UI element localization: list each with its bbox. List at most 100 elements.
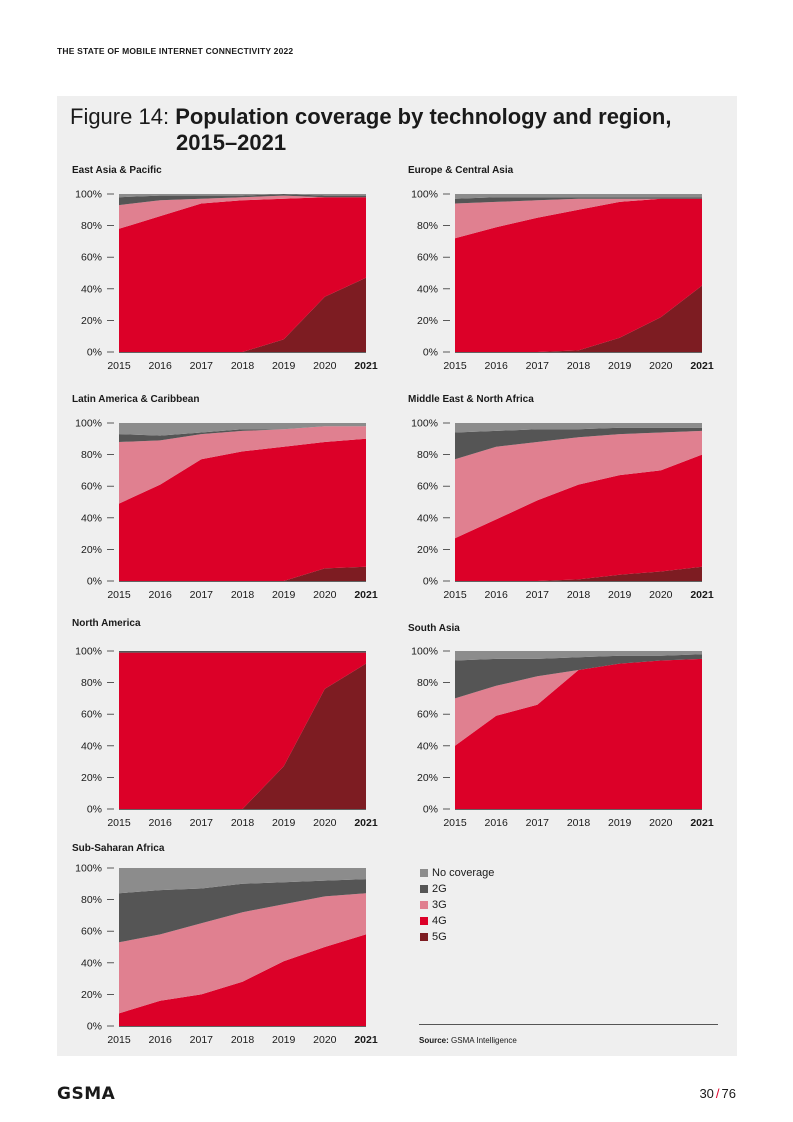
legend-swatch-5g [420, 933, 428, 941]
y-tick-label-sub-saharan-africa: 0% [87, 1021, 102, 1033]
area-2g-middle-east-north-africa [455, 427, 702, 460]
y-tick-label-south-asia: 20% [417, 772, 438, 784]
y-tick-label-latin-america-caribbean: 100% [75, 418, 102, 430]
chart-title-europe-central-asia: Europe & Central Asia [408, 165, 514, 176]
y-tick-label-east-asia-pacific: 0% [87, 347, 102, 359]
x-tick-label-middle-east-north-africa: 2021 [690, 589, 714, 601]
chart-title-sub-saharan-africa: Sub-Saharan Africa [72, 843, 165, 854]
x-tick-label-latin-america-caribbean: 2020 [313, 589, 337, 601]
y-tick-label-latin-america-caribbean: 60% [81, 481, 102, 493]
y-tick-label-europe-central-asia: 0% [423, 347, 438, 359]
chart-title-south-asia: South Asia [408, 623, 460, 634]
x-tick-label-latin-america-caribbean: 2018 [231, 589, 255, 601]
x-tick-label-sub-saharan-africa: 2016 [148, 1034, 172, 1046]
y-tick-label-middle-east-north-africa: 40% [417, 512, 438, 524]
x-tick-label-middle-east-north-africa: 2015 [443, 589, 467, 601]
legend-item-4g: 4G [420, 913, 494, 929]
y-tick-label-latin-america-caribbean: 40% [81, 512, 102, 524]
y-tick-label-north-america: 20% [81, 772, 102, 784]
x-tick-label-latin-america-caribbean: 2015 [107, 589, 131, 601]
y-tick-label-east-asia-pacific: 100% [75, 189, 102, 201]
legend-item-2g: 2G [420, 881, 494, 897]
x-tick-label-north-america: 2021 [354, 817, 378, 829]
x-tick-label-europe-central-asia: 2020 [649, 360, 673, 372]
x-tick-label-north-america: 2019 [272, 817, 296, 829]
area-5g-east-asia-pacific [119, 277, 366, 352]
y-tick-label-latin-america-caribbean: 20% [81, 544, 102, 556]
y-tick-label-sub-saharan-africa: 60% [81, 926, 102, 938]
legend-swatch-no-coverage [420, 869, 428, 877]
x-tick-label-middle-east-north-africa: 2019 [608, 589, 632, 601]
chart-title-north-america: North America [72, 618, 141, 629]
source-note: Source: GSMA Intelligence [419, 1036, 517, 1045]
area-2g-east-asia-pacific [119, 194, 366, 206]
y-tick-label-sub-saharan-africa: 40% [81, 957, 102, 969]
area-2g-north-america [119, 651, 366, 653]
x-tick-label-middle-east-north-africa: 2016 [484, 589, 508, 601]
legend-swatch-4g [420, 917, 428, 925]
figure-label: Figure 14: [70, 104, 170, 129]
report-header-title: THE STATE OF MOBILE INTERNET CONNECTIVIT… [57, 46, 294, 56]
area-no-coverage-sub-saharan-africa [119, 868, 366, 894]
x-tick-label-east-asia-pacific: 2016 [148, 360, 172, 372]
x-tick-label-sub-saharan-africa: 2019 [272, 1034, 296, 1046]
legend-label-2g: 2G [432, 883, 447, 895]
source-divider [419, 1024, 718, 1025]
y-tick-label-east-asia-pacific: 40% [81, 283, 102, 295]
area-5g-middle-east-north-africa [455, 566, 702, 581]
legend-item-5g: 5G [420, 929, 494, 945]
page-separator: / [715, 1086, 720, 1101]
source-label: Source: [419, 1036, 449, 1045]
area-3g-europe-central-asia [455, 198, 702, 239]
y-tick-label-sub-saharan-africa: 100% [75, 863, 102, 875]
x-tick-label-south-asia: 2021 [690, 817, 714, 829]
page-current: 30 [699, 1086, 714, 1101]
chart-title-east-asia-pacific: East Asia & Pacific [72, 165, 162, 176]
x-tick-label-sub-saharan-africa: 2018 [231, 1034, 255, 1046]
y-tick-label-europe-central-asia: 100% [411, 189, 438, 201]
area-5g-latin-america-caribbean [119, 566, 366, 581]
x-tick-label-europe-central-asia: 2015 [443, 360, 467, 372]
x-tick-label-latin-america-caribbean: 2017 [190, 589, 214, 601]
area-3g-east-asia-pacific [119, 195, 366, 229]
x-tick-label-east-asia-pacific: 2019 [272, 360, 296, 372]
x-tick-label-europe-central-asia: 2021 [690, 360, 714, 372]
figure-title: Figure 14: Population coverage by techno… [70, 104, 671, 156]
legend-item-3g: 3G [420, 897, 494, 913]
area-4g-latin-america-caribbean [119, 438, 366, 581]
area-4g-sub-saharan-africa [119, 934, 366, 1026]
source-text: GSMA Intelligence [451, 1036, 517, 1045]
y-tick-label-latin-america-caribbean: 0% [87, 576, 102, 588]
page-number: 30/76 [699, 1086, 736, 1101]
x-tick-label-sub-saharan-africa: 2021 [354, 1034, 378, 1046]
x-tick-label-middle-east-north-africa: 2020 [649, 589, 673, 601]
area-no-coverage-latin-america-caribbean [119, 423, 366, 436]
y-tick-label-sub-saharan-africa: 20% [81, 989, 102, 1001]
y-tick-label-north-america: 80% [81, 677, 102, 689]
y-tick-label-east-asia-pacific: 60% [81, 252, 102, 264]
figure-title-line2: 2015–2021 [176, 130, 287, 155]
y-tick-label-europe-central-asia: 60% [417, 252, 438, 264]
area-4g-europe-central-asia [455, 198, 702, 352]
legend-item-no-coverage: No coverage [420, 865, 494, 881]
area-2g-sub-saharan-africa [119, 879, 366, 943]
y-tick-label-north-america: 100% [75, 646, 102, 658]
y-tick-label-sub-saharan-africa: 80% [81, 894, 102, 906]
y-tick-label-south-asia: 100% [411, 646, 438, 658]
x-tick-label-europe-central-asia: 2019 [608, 360, 632, 372]
area-no-coverage-europe-central-asia [455, 194, 702, 199]
x-tick-label-south-asia: 2017 [526, 817, 550, 829]
x-tick-label-europe-central-asia: 2017 [526, 360, 550, 372]
area-2g-latin-america-caribbean [119, 426, 366, 442]
x-tick-label-north-america: 2015 [107, 817, 131, 829]
y-tick-label-north-america: 0% [87, 804, 102, 816]
x-tick-label-europe-central-asia: 2016 [484, 360, 508, 372]
x-tick-label-latin-america-caribbean: 2019 [272, 589, 296, 601]
gsma-logo: GSMA [57, 1084, 116, 1104]
legend-swatch-2g [420, 885, 428, 893]
legend-label-4g: 4G [432, 915, 447, 927]
area-2g-europe-central-asia [455, 197, 702, 204]
area-5g-europe-central-asia [455, 285, 702, 352]
x-tick-label-north-america: 2016 [148, 817, 172, 829]
area-5g-north-america [119, 663, 366, 809]
